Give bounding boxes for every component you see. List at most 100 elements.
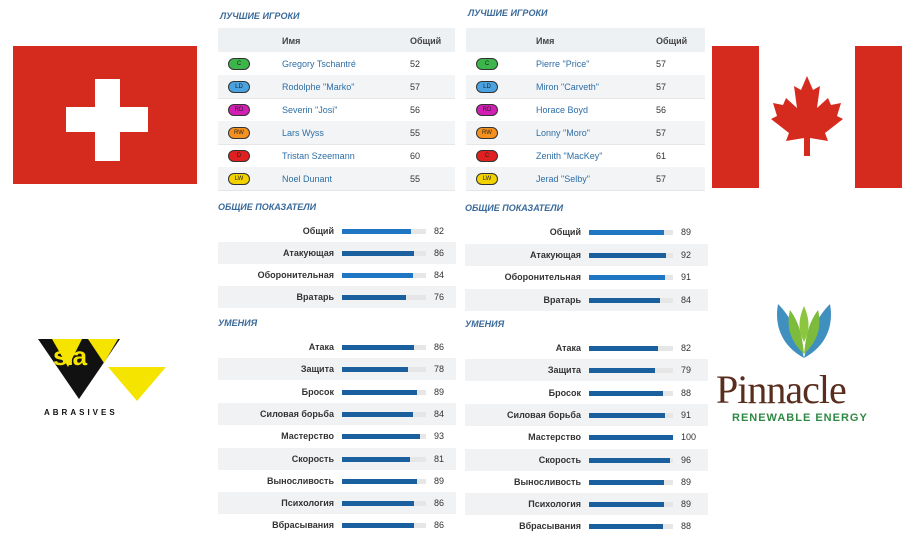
pinnacle-logo: Pinnacle RENEWABLE ENERGY bbox=[712, 296, 896, 430]
stat-bar-fill bbox=[342, 345, 415, 350]
stat-label: Оборонительная bbox=[257, 270, 334, 280]
position-badge: LD bbox=[476, 81, 498, 93]
stat-bar-track bbox=[342, 501, 426, 507]
stat-bar-fill bbox=[342, 434, 421, 440]
stat-value: 82 bbox=[681, 343, 692, 353]
stat-bar-track bbox=[589, 502, 673, 508]
player-name-link[interactable]: Pierre "Price" bbox=[536, 59, 590, 69]
stat-value: 76 bbox=[434, 292, 445, 302]
stat-bar-fill bbox=[589, 502, 664, 508]
player-overall: 57 bbox=[656, 59, 667, 69]
player-name-link[interactable]: Lonny "Moro" bbox=[536, 128, 590, 138]
player-name-link[interactable]: Rodolphe "Marko" bbox=[282, 82, 355, 92]
stat-label: Психология bbox=[281, 498, 334, 509]
stat-bar-track bbox=[589, 297, 673, 303]
right-top-players-panel: Лучшие игроки Имя Общий C Pierre "Price" 5… bbox=[466, 4, 705, 191]
stat-label: Атака bbox=[555, 343, 581, 353]
stat-value: 84 bbox=[681, 294, 692, 305]
stat-row: Выносливость 89 bbox=[465, 471, 708, 493]
stat-row: Мастерство 93 bbox=[218, 425, 456, 447]
stat-value: 88 bbox=[681, 521, 692, 532]
position-badge: RW bbox=[228, 127, 250, 139]
player-row: RD Severin "Josi" 56 bbox=[218, 98, 455, 122]
stat-label: Выносливость bbox=[267, 475, 334, 486]
stat-bar-track bbox=[342, 273, 426, 278]
player-name-link[interactable]: Severin "Josi" bbox=[282, 105, 338, 115]
stat-bar-fill bbox=[589, 412, 666, 418]
stat-label: Вратарь bbox=[296, 292, 334, 302]
player-name-link[interactable]: Zenith "MacKey" bbox=[536, 151, 603, 161]
player-name-link[interactable]: Jerad "Selby" bbox=[536, 174, 590, 184]
stat-value: 96 bbox=[681, 454, 692, 465]
player-name-link[interactable]: Horace Boyd bbox=[536, 105, 589, 115]
stat-bar-fill bbox=[342, 251, 415, 256]
stat-bar-fill bbox=[589, 297, 660, 303]
stat-label: Оборонительная bbox=[504, 272, 581, 282]
stat-label: Силовая борьба bbox=[507, 409, 581, 420]
stat-label: Бросок bbox=[548, 387, 581, 398]
player-name-link[interactable]: Noel Dunant bbox=[282, 174, 333, 184]
table-header: Имя Общий bbox=[466, 28, 705, 52]
stat-row: Скорость 96 bbox=[465, 448, 708, 471]
player-row: RW Lars Wyss 55 bbox=[218, 121, 455, 145]
position-badge: C bbox=[476, 150, 498, 162]
player-name-link[interactable]: Miron "Carveth" bbox=[536, 82, 599, 92]
stat-value: 91 bbox=[681, 409, 692, 420]
position-badge: LD bbox=[228, 81, 250, 93]
player-overall: 56 bbox=[656, 105, 667, 115]
col-overall: Общий bbox=[656, 36, 688, 46]
stat-label: Вбрасывания bbox=[519, 521, 581, 532]
stat-value: 89 bbox=[681, 476, 692, 487]
stat-bar-fill bbox=[342, 523, 415, 529]
stat-row: Вратарь 84 bbox=[465, 288, 708, 311]
stat-bar-fill bbox=[342, 229, 411, 234]
stat-bar-track bbox=[342, 229, 426, 234]
player-overall: 52 bbox=[410, 59, 421, 69]
stat-bar-fill bbox=[589, 524, 663, 530]
player-overall: 56 bbox=[410, 105, 421, 115]
stat-value: 89 bbox=[681, 499, 692, 510]
section-title: Общие показатели bbox=[218, 202, 317, 212]
stat-value: 89 bbox=[434, 475, 445, 486]
sia-abrasives-logo: sia ABRASIVES bbox=[38, 337, 166, 419]
stat-bar-fill bbox=[589, 457, 670, 463]
stat-row: Атакующая 86 bbox=[218, 242, 456, 264]
stat-value: 84 bbox=[434, 270, 445, 280]
stat-row: Бросок 89 bbox=[218, 381, 456, 403]
section-title: Общие показатели bbox=[465, 203, 564, 213]
player-overall: 60 bbox=[410, 151, 421, 161]
stat-row: Психология 86 bbox=[218, 492, 456, 515]
stat-bar-track bbox=[589, 275, 673, 280]
position-badge: D bbox=[228, 150, 250, 162]
stat-label: Мастерство bbox=[528, 432, 581, 443]
stat-row: Общий 82 bbox=[218, 220, 456, 242]
sia-tagline: ABRASIVES bbox=[44, 408, 118, 417]
stat-row: Вбрасывания 86 bbox=[218, 514, 456, 536]
player-overall: 57 bbox=[656, 82, 667, 92]
stat-row: Скорость 81 bbox=[218, 447, 456, 470]
player-row: C Gregory Tschantré 52 bbox=[218, 52, 455, 76]
stat-value: 84 bbox=[434, 408, 445, 419]
stat-value: 86 bbox=[434, 498, 445, 509]
stat-label: Атакующая bbox=[530, 249, 581, 260]
stat-label: Защита bbox=[547, 365, 581, 376]
stat-bar-fill bbox=[342, 295, 406, 300]
pinnacle-tagline: RENEWABLE ENERGY bbox=[732, 412, 868, 424]
player-row: D Tristan Szeemann 60 bbox=[218, 144, 455, 168]
stat-bar-track bbox=[342, 295, 426, 300]
player-name-link[interactable]: Tristan Szeemann bbox=[282, 151, 355, 161]
sia-brand: sia bbox=[53, 341, 87, 371]
player-name-link[interactable]: Lars Wyss bbox=[282, 128, 324, 138]
stat-bar-track bbox=[342, 345, 426, 350]
section-title: Лучшие игроки bbox=[468, 8, 548, 18]
stat-bar-fill bbox=[342, 273, 413, 278]
stat-label: Мастерство bbox=[281, 431, 334, 442]
stat-value: 89 bbox=[434, 386, 445, 397]
stat-bar-track bbox=[589, 435, 673, 441]
stat-row: Психология 89 bbox=[465, 493, 708, 516]
stat-row: Силовая борьба 84 bbox=[218, 402, 456, 425]
stat-label: Скорость bbox=[291, 453, 334, 464]
stat-bar-track bbox=[342, 456, 426, 462]
player-name-link[interactable]: Gregory Tschantré bbox=[282, 59, 356, 69]
stat-row: Оборонительная 91 bbox=[465, 266, 708, 288]
